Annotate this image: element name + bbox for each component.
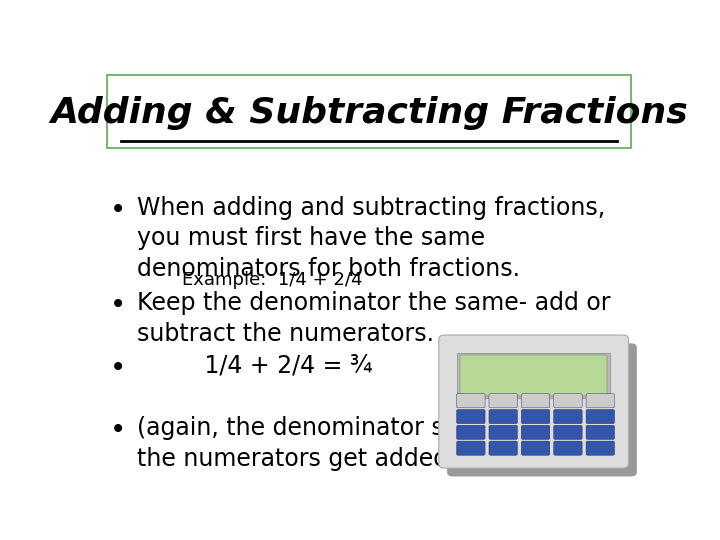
Text: •: • [109,196,126,224]
FancyBboxPatch shape [438,335,629,468]
FancyBboxPatch shape [489,441,518,455]
Text: •: • [109,292,126,320]
Text: 1/4 + 2/4 = ¾: 1/4 + 2/4 = ¾ [138,354,373,378]
Text: Adding & Subtracting Fractions: Adding & Subtracting Fractions [50,96,688,130]
FancyBboxPatch shape [456,426,485,440]
FancyBboxPatch shape [586,441,615,455]
FancyBboxPatch shape [521,409,550,424]
FancyBboxPatch shape [554,441,582,455]
Text: •: • [109,354,126,382]
FancyBboxPatch shape [586,394,615,408]
FancyBboxPatch shape [456,394,485,408]
FancyBboxPatch shape [554,409,582,424]
FancyBboxPatch shape [457,353,610,399]
FancyBboxPatch shape [521,441,550,455]
Text: •: • [109,416,126,444]
FancyBboxPatch shape [447,343,637,476]
FancyBboxPatch shape [456,441,485,455]
FancyBboxPatch shape [460,355,607,396]
FancyBboxPatch shape [489,394,518,408]
Text: (again, the denominator stays the same,
the numerators get added together.): (again, the denominator stays the same, … [138,416,620,471]
FancyBboxPatch shape [521,394,550,408]
FancyBboxPatch shape [554,426,582,440]
FancyBboxPatch shape [586,409,615,424]
FancyBboxPatch shape [107,75,631,148]
FancyBboxPatch shape [554,394,582,408]
FancyBboxPatch shape [456,409,485,424]
FancyBboxPatch shape [489,409,518,424]
FancyBboxPatch shape [521,426,550,440]
Text: Keep the denominator the same- add or
subtract the numerators.: Keep the denominator the same- add or su… [138,292,611,346]
Text: When adding and subtracting fractions,
you must first have the same
denominators: When adding and subtracting fractions, y… [138,196,606,281]
FancyBboxPatch shape [586,426,615,440]
Text: Example:  1/4 + 2/4: Example: 1/4 + 2/4 [182,271,363,288]
FancyBboxPatch shape [489,426,518,440]
